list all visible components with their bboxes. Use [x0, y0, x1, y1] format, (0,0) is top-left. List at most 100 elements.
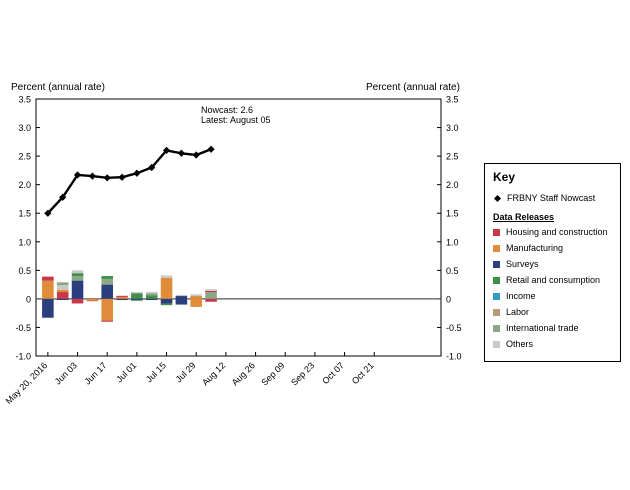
- legend-item: Surveys: [493, 256, 612, 272]
- legend-item: International trade: [493, 320, 612, 336]
- x-tick-label: Jun 03: [53, 360, 79, 386]
- latest-date-text: Latest: August 05: [201, 115, 271, 125]
- legend-item: Labor: [493, 304, 612, 320]
- bar-segment: [145, 292, 158, 294]
- legend-item-nowcast: FRBNY Staff Nowcast: [493, 190, 612, 206]
- bar-segment: [101, 284, 113, 299]
- y-tick-label-left: 2.0: [18, 180, 31, 190]
- y-tick-label-left: 2.5: [18, 152, 31, 162]
- legend-item: Manufacturing: [493, 240, 612, 256]
- bar-segment: [190, 296, 203, 299]
- legend-subtitle: Data Releases: [493, 212, 555, 222]
- y-tick-label-right: 0: [446, 294, 451, 304]
- bar-segment: [175, 294, 188, 297]
- bar-segment: [160, 298, 173, 304]
- plot-frame: [35, 98, 442, 357]
- bar-segment: [160, 277, 173, 299]
- y-tick-label-right: 1.0: [446, 237, 459, 247]
- y-tick-label-right: 3.0: [446, 123, 459, 133]
- legend-label: Others: [506, 339, 534, 349]
- y-tick-label-left: 0: [26, 294, 31, 304]
- bar-segment: [116, 295, 128, 297]
- legend-swatch: [493, 324, 500, 332]
- nowcast-point: [118, 173, 126, 181]
- y-tick-label-left: 3.5: [18, 95, 31, 105]
- bar-segment: [145, 298, 158, 301]
- bar-segment: [190, 294, 203, 297]
- bar-segment: [71, 298, 84, 304]
- bar-segment: [116, 296, 128, 298]
- nowcast-point: [88, 172, 96, 180]
- x-tick-label: Jul 29: [174, 360, 198, 384]
- x-tick-label: Sep 23: [289, 360, 316, 387]
- bar-segment: [116, 298, 128, 301]
- y-tick-label-left: 1.5: [18, 209, 31, 219]
- bar-segment: [205, 292, 217, 299]
- bar-segment: [56, 298, 69, 301]
- y-tick-label-left: 3.0: [18, 123, 31, 133]
- legend-label: Housing and construction: [506, 227, 608, 237]
- nowcast-line: [46, 148, 212, 215]
- nowcast-point: [148, 163, 156, 172]
- nowcast-annotation: Nowcast: 2.6 Latest: August 05: [201, 105, 271, 125]
- nowcast-point: [73, 171, 82, 179]
- legend-items: Housing and construction Manufacturing Sur…: [493, 224, 612, 352]
- x-tick-label: Aug 26: [230, 360, 257, 387]
- bar-segment: [131, 298, 143, 301]
- x-tick-label: Sep 09: [259, 360, 286, 387]
- y-tick-label-left: -1.0: [15, 352, 31, 362]
- legend-swatch: [493, 292, 500, 300]
- x-tick-label: Oct 07: [320, 360, 346, 386]
- legend-item: Housing and construction: [493, 224, 612, 240]
- legend-item: Income: [493, 288, 612, 304]
- bar-segment: [42, 276, 54, 281]
- bar-segment: [71, 276, 84, 281]
- y-tick-label-right: 2.5: [446, 152, 459, 162]
- y-tick-label-left: -0.5: [15, 323, 31, 333]
- bar-segment: [116, 297, 128, 299]
- legend-swatch: [493, 340, 500, 348]
- x-tick-label: Jun 17: [82, 360, 108, 386]
- nowcast-point: [177, 149, 185, 157]
- legend: Key FRBNY Staff Nowcast Data Releases Ho…: [484, 163, 621, 362]
- legend-item: Retail and consumption: [493, 272, 612, 288]
- x-tick-label: Aug 12: [200, 360, 227, 387]
- nowcast-point: [162, 146, 171, 154]
- bar-segment: [86, 300, 99, 302]
- bar-segment: [101, 276, 113, 279]
- y-tick-label-right: 1.5: [446, 209, 459, 219]
- bar-segment: [101, 298, 113, 321]
- left-axis-title: Percent (annual rate): [11, 82, 105, 93]
- x-tick-label: Oct 21: [350, 360, 376, 386]
- legend-label: International trade: [506, 323, 579, 333]
- legend-label: Surveys: [506, 259, 539, 269]
- bar-segment: [131, 292, 143, 294]
- legend-label: FRBNY Staff Nowcast: [507, 193, 596, 203]
- bar-segment: [42, 280, 54, 299]
- nowcast-value-text: Nowcast: 2.6: [201, 105, 254, 115]
- legend-label: Labor: [506, 307, 530, 317]
- bar-segment: [190, 298, 203, 307]
- bar-segment: [56, 285, 69, 290]
- bar-segment: [145, 293, 158, 296]
- nowcast-point: [192, 151, 200, 159]
- bar-segment: [160, 303, 173, 306]
- x-tick-label: Jul 15: [144, 360, 168, 384]
- bar-segment: [101, 278, 113, 285]
- bar-segment: [101, 320, 113, 322]
- y-tick-label-right: 2.0: [446, 180, 459, 190]
- right-axis-title: Percent (annual rate): [366, 82, 460, 93]
- y-tick-label-right: 0.5: [446, 266, 459, 276]
- bar-segment: [205, 289, 217, 291]
- bar-segment: [145, 295, 158, 299]
- legend-swatch: [493, 308, 500, 316]
- diamond-marker-icon: [493, 194, 502, 202]
- bar-segment: [56, 292, 69, 299]
- nowcast-point: [133, 169, 141, 177]
- bar-segment: [175, 298, 188, 305]
- nowcast-point: [59, 193, 67, 201]
- bar-segment: [131, 293, 143, 299]
- legend-label: Retail and consumption: [506, 275, 601, 285]
- y-tick-label-right: -1.0: [446, 352, 462, 362]
